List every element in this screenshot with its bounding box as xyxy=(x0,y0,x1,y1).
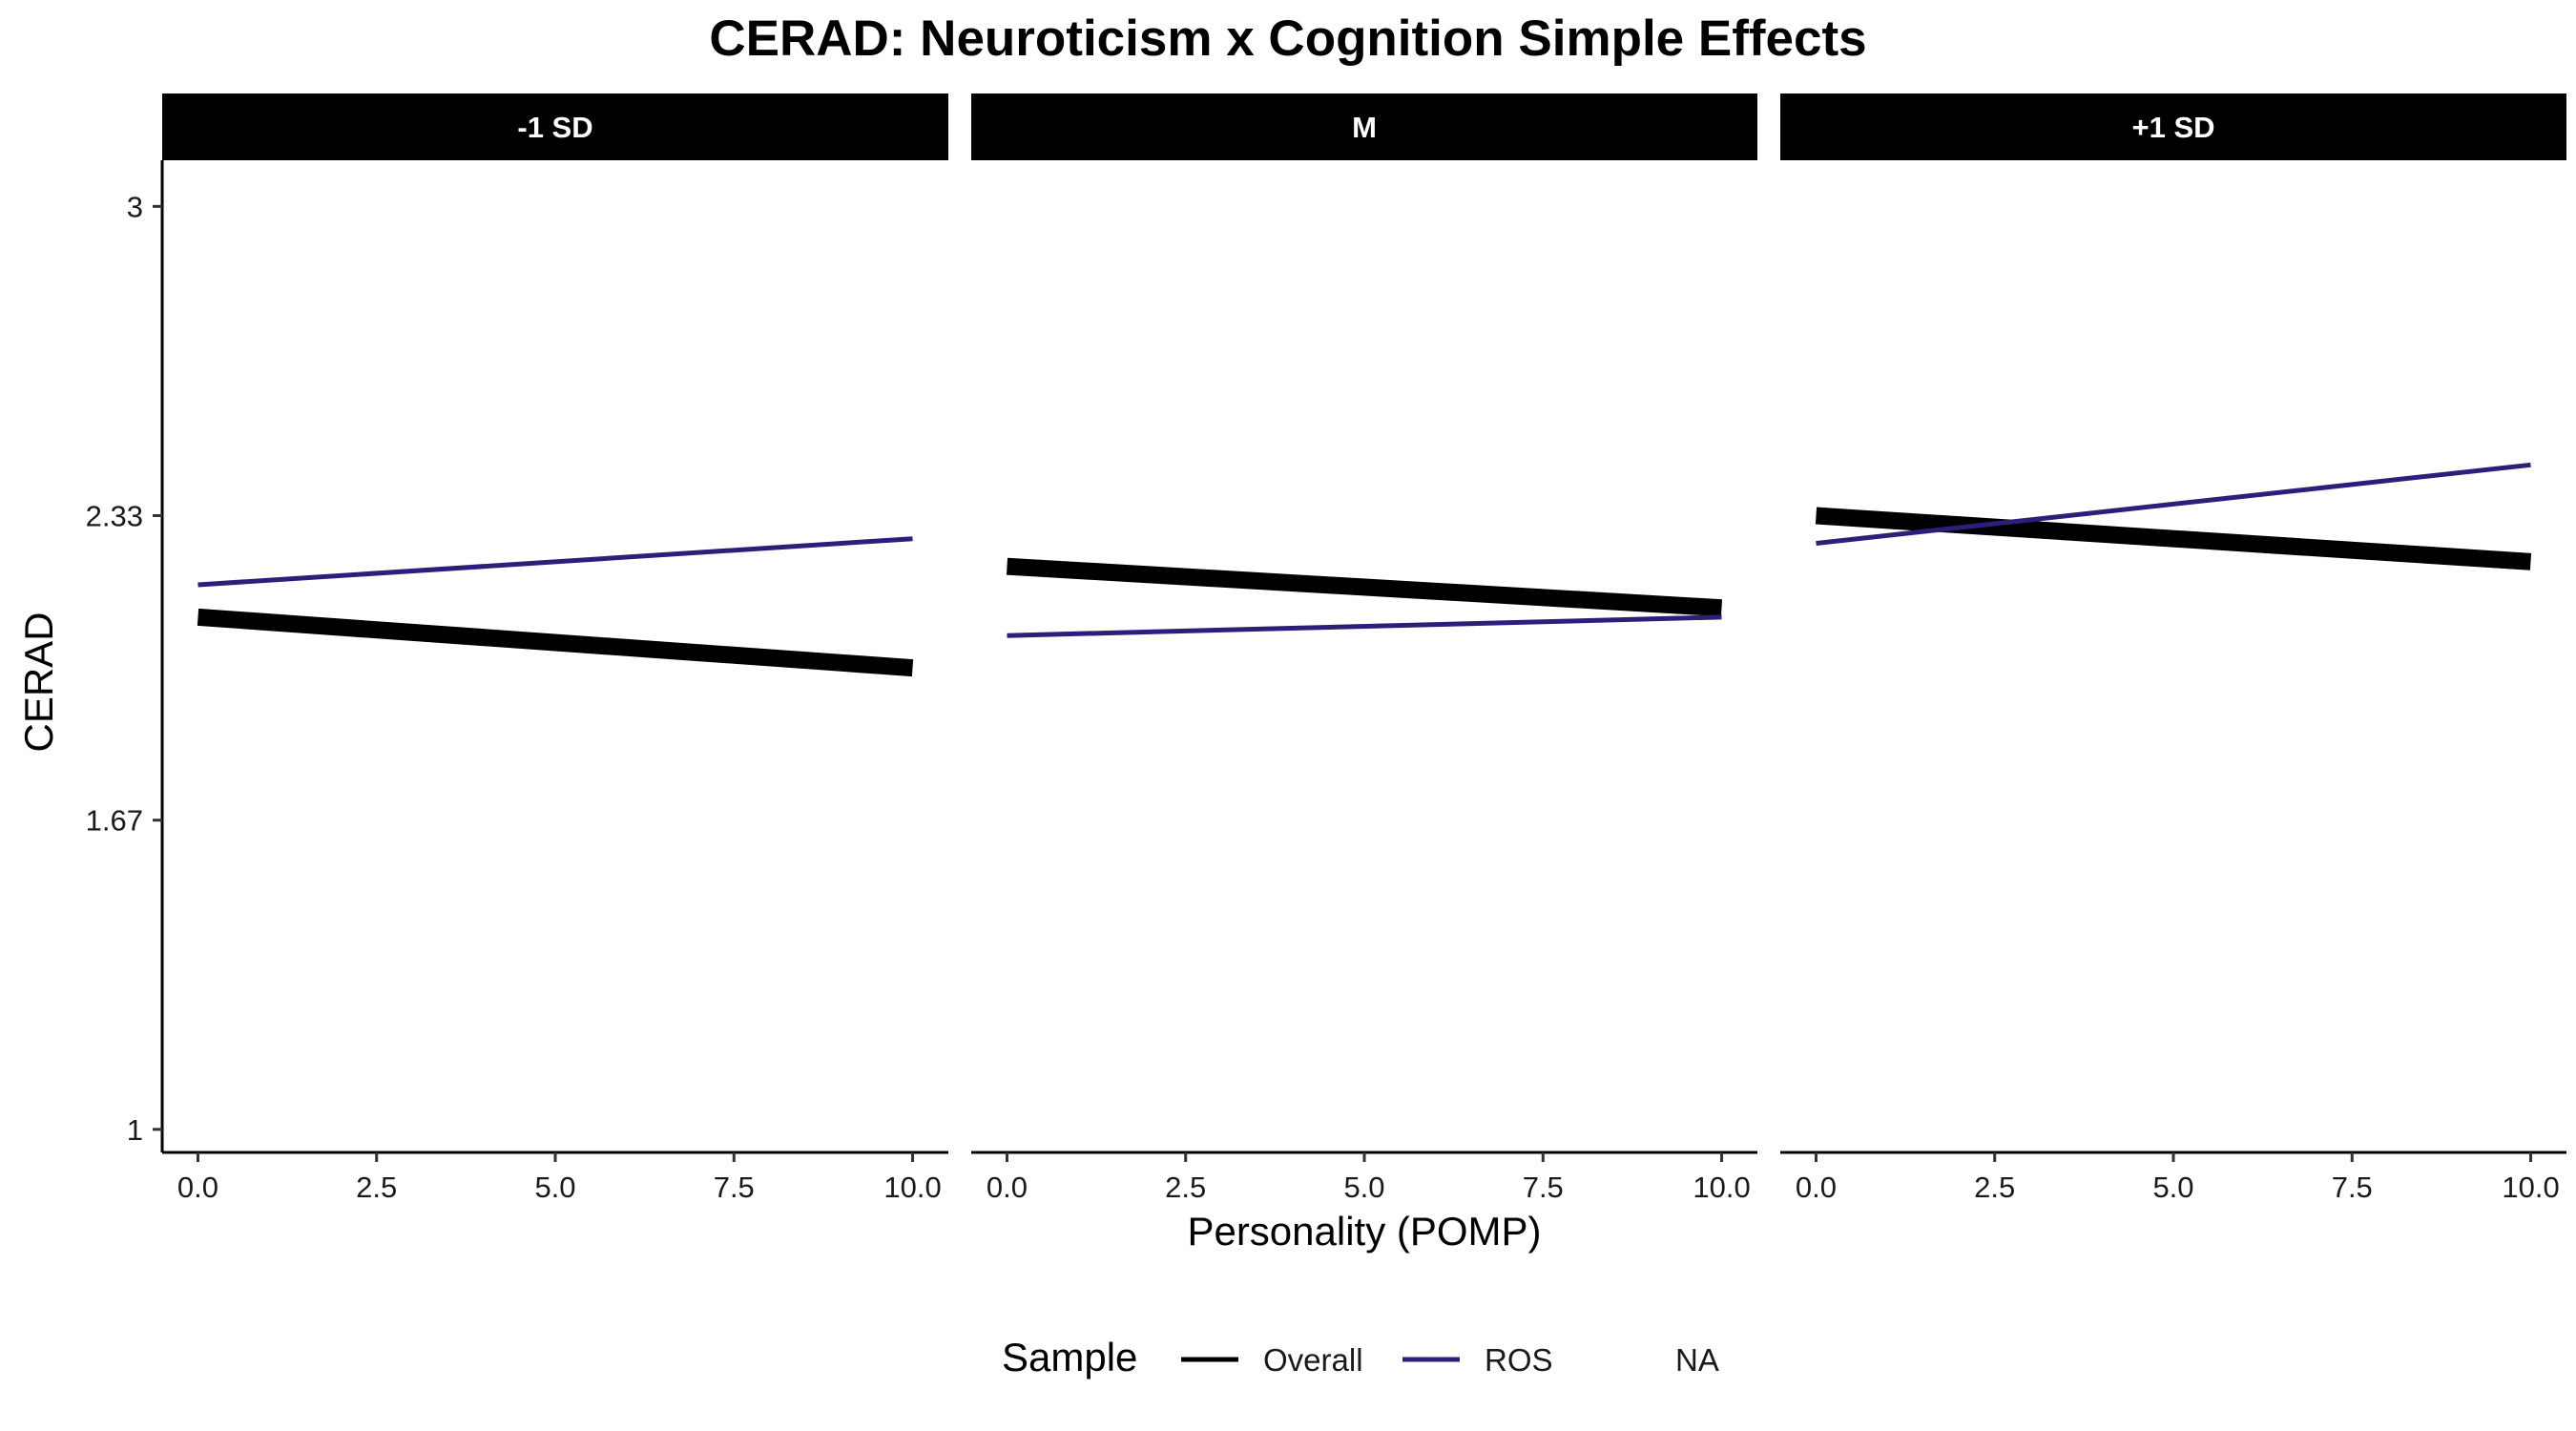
series-line-ros xyxy=(197,536,913,588)
facet-panel: M 0.0 2.5 5.0 7.5 10.0 xyxy=(971,93,1757,1204)
series-line-overall xyxy=(1006,557,1723,617)
x-tick-label: 5.0 xyxy=(1343,1171,1384,1204)
series-line-ros xyxy=(1007,614,1722,638)
facet-strip xyxy=(162,93,948,160)
facet-panel: -1 SD 0.0 2.5 5.0 7.5 10.0 1 1.67 2.33 3 xyxy=(86,93,948,1204)
legend-title: Sample xyxy=(1002,1335,1137,1379)
chart-title: CERAD: Neuroticism x Cognition Simple Ef… xyxy=(709,10,1866,67)
facet-strip xyxy=(1780,93,2566,160)
legend-label-overall: Overall xyxy=(1263,1342,1363,1378)
series-line-ros xyxy=(1816,462,2531,546)
y-tick-label: 2.33 xyxy=(86,499,143,532)
legend-label-ros: ROS xyxy=(1485,1342,1553,1378)
legend-label-na: NA xyxy=(1675,1342,1719,1378)
x-tick-label: 5.0 xyxy=(2152,1171,2193,1204)
x-tick-label: 2.5 xyxy=(1165,1171,1206,1204)
x-tick-label: 0.0 xyxy=(987,1171,1028,1204)
x-tick-label: 0.0 xyxy=(177,1171,218,1204)
facet-strip-label: +1 SD xyxy=(2131,111,2214,144)
x-tick-label: 10.0 xyxy=(883,1171,941,1204)
x-tick-label: 10.0 xyxy=(2502,1171,2559,1204)
legend: Sample Overall ROS NA xyxy=(1002,1335,1719,1379)
x-tick-label: 2.5 xyxy=(1974,1171,2015,1204)
facet-strip xyxy=(971,93,1757,160)
x-tick-label: 10.0 xyxy=(1693,1171,1750,1204)
series-line-overall xyxy=(197,608,914,677)
legend-entries: Overall ROS NA xyxy=(1181,1342,1719,1378)
x-tick-label: 7.5 xyxy=(2332,1171,2373,1204)
x-axis-title: Personality (POMP) xyxy=(1187,1209,1541,1254)
facet-panel: +1 SD 0.0 2.5 5.0 7.5 10.0 xyxy=(1780,93,2566,1204)
facet-strip-label: M xyxy=(1352,111,1377,144)
x-tick-label: 7.5 xyxy=(1523,1171,1564,1204)
facet-panels: -1 SD 0.0 2.5 5.0 7.5 10.0 1 1.67 2.33 3 M 0.0 2.5 5.… xyxy=(86,93,2566,1204)
y-tick-label: 3 xyxy=(127,190,143,223)
x-tick-label: 2.5 xyxy=(356,1171,397,1204)
facet-strip-label: -1 SD xyxy=(517,111,592,144)
y-tick-label: 1.67 xyxy=(86,804,143,838)
x-tick-label: 5.0 xyxy=(534,1171,575,1204)
series-line-overall xyxy=(1815,507,2532,570)
y-tick-label: 1 xyxy=(127,1113,143,1147)
y-axis-title: CERAD xyxy=(16,612,61,752)
x-tick-label: 7.5 xyxy=(714,1171,755,1204)
x-tick-label: 0.0 xyxy=(1796,1171,1837,1204)
